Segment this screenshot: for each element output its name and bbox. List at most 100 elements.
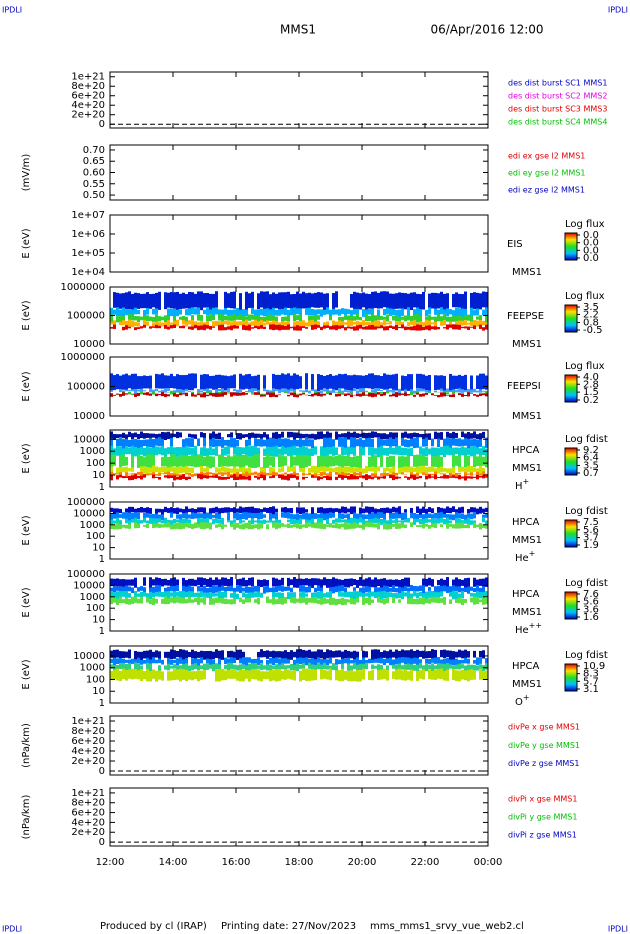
spectrogram-cell (290, 431, 293, 438)
spectrogram-cell (113, 358, 116, 376)
spectrogram-cell (167, 375, 170, 391)
y-axis-label: E (eV) (21, 371, 32, 401)
y-tick-label: 6e+20 (71, 91, 105, 102)
spectrogram-cell (314, 476, 317, 478)
spectrogram-cell (209, 433, 212, 440)
spectrogram-cell (269, 309, 272, 317)
spectrogram-cell (122, 599, 125, 604)
spectrogram-cell (317, 391, 320, 393)
spectrogram-cell (290, 524, 293, 528)
spectrogram-cell (428, 513, 431, 518)
spectrogram-cell (116, 467, 119, 474)
spectrogram-cell (362, 519, 365, 525)
x-tick-label: 14:00 (159, 857, 188, 868)
spectrogram-cell (443, 309, 446, 315)
spectrogram-cell (338, 325, 341, 329)
spectrogram-cell (374, 358, 377, 374)
spectrogram-cell (446, 316, 449, 322)
spectrogram-cell (128, 506, 131, 514)
spectrogram-cell (272, 373, 275, 389)
spectrogram-cell (278, 374, 281, 390)
spectrogram-cell (215, 474, 218, 478)
spectrogram-cell (422, 438, 425, 447)
spectrogram-cell (419, 475, 422, 479)
spectrogram-cell (194, 308, 197, 315)
spectrogram-cell (464, 670, 467, 681)
spectrogram-cell (248, 592, 251, 599)
spectrogram-cell (179, 293, 182, 310)
spectrogram-cell (191, 454, 194, 467)
spectrogram-cell (440, 578, 443, 588)
spectrogram-cell (353, 394, 356, 396)
spectrogram-cell (281, 373, 284, 389)
spectrogram-cell (296, 657, 299, 665)
spectrogram-cell (419, 434, 422, 438)
spectrogram-cell (479, 439, 482, 447)
spectrogram-cell (305, 307, 308, 315)
spectrogram-cell (164, 466, 167, 474)
spectrogram-cell (137, 448, 140, 457)
spectrogram-cell (296, 663, 299, 672)
spectrogram-cell (455, 447, 458, 455)
spectrogram-cell (260, 663, 263, 671)
spectrogram-cell (431, 508, 434, 514)
spectrogram-cell (152, 518, 155, 524)
spectrogram-cell (482, 597, 485, 605)
spectrogram-cell (464, 519, 467, 524)
spectrogram-cell (290, 518, 293, 525)
spectrogram-cell (461, 659, 464, 664)
spectrogram-cell (392, 664, 395, 669)
y-tick-label: 1000000 (60, 352, 105, 363)
spectrogram-cell (434, 316, 437, 323)
spectrogram-cell (470, 316, 473, 322)
spectrogram-cell (179, 454, 182, 467)
spectrogram-cell (167, 316, 170, 322)
spectrogram-cell (239, 669, 242, 682)
spectrogram-cell (374, 587, 377, 594)
spectrogram-cell (233, 320, 236, 327)
spectrogram-cell (431, 438, 434, 447)
spectrogram-cell (278, 358, 281, 375)
spectrogram-cell (119, 670, 122, 682)
spectrogram-cell (332, 320, 335, 326)
spectrogram-cell (422, 388, 425, 392)
spectrogram-cell (383, 439, 386, 446)
spectrogram-cell (149, 437, 152, 448)
spectrogram-cell (401, 649, 404, 658)
spectrogram-cell (170, 475, 173, 478)
spectrogram-cell (380, 325, 383, 329)
spectrogram-cell (185, 476, 188, 481)
spectrogram-cell (365, 586, 368, 593)
spectrogram-cell (413, 394, 416, 397)
spectrogram-cell (263, 322, 266, 326)
spectrogram-cell (401, 308, 404, 316)
spectrogram-cell (458, 388, 461, 393)
spectrogram-cell (368, 513, 371, 520)
spectrogram-cell (110, 454, 113, 468)
spectrogram-cell (299, 585, 302, 592)
spectrogram-cell (230, 456, 233, 467)
spectrogram-cell (188, 476, 191, 480)
spectrogram-cell (230, 474, 233, 477)
spectrogram-cell (293, 390, 296, 395)
spectrogram-cell (458, 324, 461, 330)
spectrogram-cell (455, 670, 458, 682)
spectrogram-cell (383, 373, 386, 390)
spectrogram-cell (287, 309, 290, 316)
spectrogram-cell (275, 309, 278, 316)
spectrogram-cell (152, 597, 155, 606)
spectrogram-cell (452, 506, 455, 512)
spectrogram-cell (251, 388, 254, 394)
spectrogram-cell (110, 471, 113, 477)
spectrogram-cell (110, 307, 113, 316)
spectrogram-cell (173, 591, 176, 599)
spectrogram-cell (464, 665, 467, 672)
spectrogram-cell (119, 657, 122, 664)
spectrogram-cell (236, 392, 239, 396)
spectrogram-cell (335, 650, 338, 658)
spectrogram-cell (392, 326, 395, 330)
spectrogram-cell (230, 508, 233, 512)
spectrogram-cell (245, 320, 248, 327)
spectrogram-cell (227, 670, 230, 679)
spectrogram-cell (248, 373, 251, 390)
